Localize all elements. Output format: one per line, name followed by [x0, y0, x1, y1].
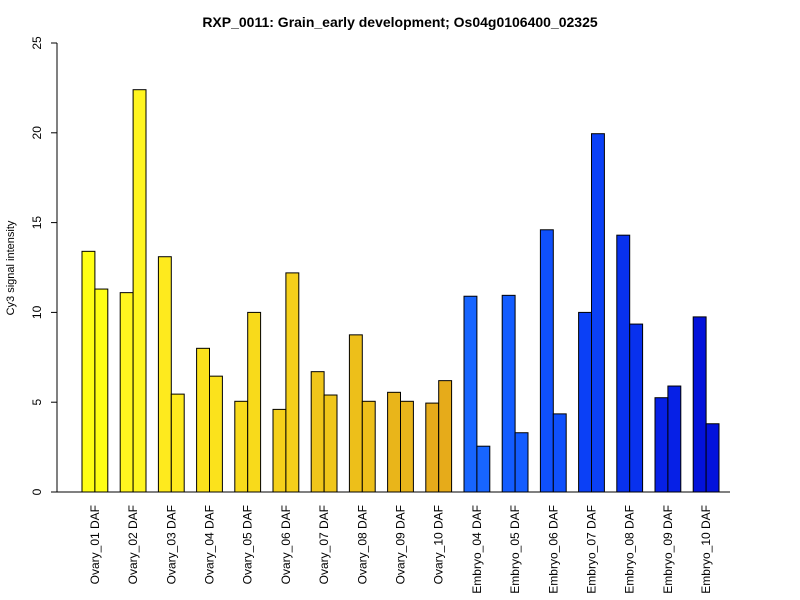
bar [361, 400, 376, 493]
category-label: Embryo_06 DAF [546, 505, 560, 594]
category-label: Ovary_01 DAF [88, 505, 102, 584]
bar [425, 402, 440, 493]
bar [578, 311, 592, 493]
category-label: Ovary_05 DAF [241, 505, 255, 584]
bar [654, 397, 669, 493]
category-label: Embryo_08 DAF [623, 505, 637, 594]
bar [285, 272, 300, 493]
category-label: Ovary_08 DAF [355, 505, 369, 584]
chart-title: RXP_0011: Grain_early development; Os04g… [202, 14, 598, 30]
y-tick-label: 20 [30, 126, 44, 140]
category-labels: Ovary_01 DAF Ovary_02 DAF Ovary_03 DAF Ovar… [88, 505, 713, 594]
bar [552, 413, 567, 493]
y-tick-label: 25 [30, 36, 44, 50]
bar [94, 288, 109, 493]
category-label: Ovary_09 DAF [394, 505, 408, 584]
category-label: Embryo_09 DAF [661, 505, 675, 594]
bar [310, 371, 325, 493]
bar [387, 391, 402, 493]
bar [234, 400, 249, 493]
category-label: Ovary_06 DAF [279, 505, 293, 584]
y-tick-label: 10 [30, 305, 44, 319]
category-label: Ovary_07 DAF [317, 505, 331, 584]
bar [323, 394, 338, 493]
bar [616, 234, 631, 493]
bar [501, 294, 516, 493]
category-label: Embryo_10 DAF [699, 505, 713, 594]
bar [667, 385, 682, 493]
bar [476, 445, 491, 493]
bars-group [81, 89, 720, 493]
bar [119, 292, 134, 493]
y-tick-label: 0 [30, 488, 44, 495]
bar [705, 423, 720, 493]
bar [157, 256, 172, 493]
y-tick-label: 15 [30, 216, 44, 230]
bar [692, 316, 707, 493]
bar [132, 89, 147, 493]
bar [81, 250, 96, 493]
bar [514, 432, 529, 493]
y-tick-label: 5 [30, 399, 44, 406]
bar [247, 311, 262, 493]
category-label: Ovary_03 DAF [164, 505, 178, 584]
y-axis-label: Cy3 signal intensity [5, 220, 17, 315]
bar [463, 295, 478, 493]
bar [438, 380, 453, 493]
bar [539, 229, 554, 493]
bar [400, 400, 414, 493]
category-label: Ovary_04 DAF [203, 505, 217, 584]
category-label: Ovary_10 DAF [432, 505, 446, 584]
y-axis-ticks: 0 5 10 15 20 25 [30, 36, 57, 495]
bar [629, 323, 644, 493]
bar [209, 375, 223, 493]
category-label: Embryo_07 DAF [585, 505, 599, 594]
bar [348, 334, 363, 493]
bar [196, 347, 211, 493]
category-label: Embryo_05 DAF [508, 505, 522, 594]
bar [170, 393, 185, 493]
category-label: Embryo_04 DAF [470, 505, 484, 594]
bar [272, 408, 287, 493]
bar [591, 133, 605, 493]
category-label: Ovary_02 DAF [126, 505, 140, 584]
